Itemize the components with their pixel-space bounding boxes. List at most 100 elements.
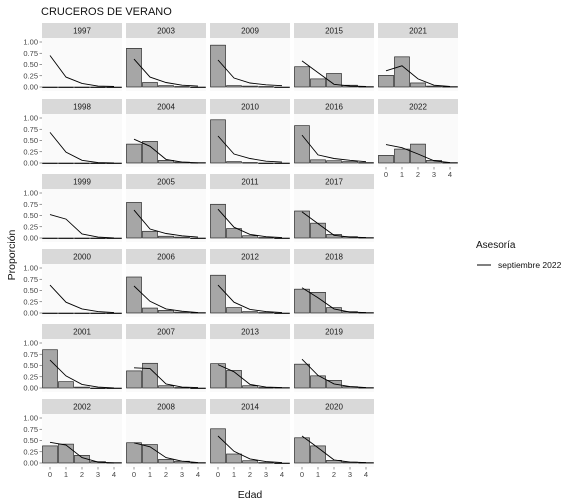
- facet-panel-2010: 2010: [210, 99, 290, 167]
- bar-age-1: [394, 148, 410, 164]
- assessment-line: [49, 132, 115, 164]
- panel-background: [42, 189, 122, 242]
- strip-background: [42, 99, 122, 114]
- x-tick-label: 2: [164, 470, 168, 479]
- strip-background: [42, 174, 122, 189]
- chart-title: CRUCEROS DE VERANO: [41, 6, 172, 18]
- assessment-line: [217, 59, 283, 87]
- x-tick-label: 4: [196, 470, 200, 479]
- bar-age-2: [158, 85, 174, 88]
- bar-age-0: [210, 203, 226, 239]
- bar-age-1: [58, 162, 74, 164]
- x-tick-label: 0: [132, 470, 136, 479]
- bar-age-2: [158, 459, 174, 464]
- strip-label: 1999: [73, 178, 91, 187]
- bar-age-1: [142, 362, 158, 389]
- y-tick-label: 0.25: [23, 71, 38, 80]
- bar-age-3: [174, 86, 190, 88]
- strip-background: [210, 249, 290, 264]
- facet-panel-2014: 2014 0 1 2 3 4: [210, 399, 290, 479]
- x-tick-label: 4: [448, 170, 452, 179]
- bar-age-0: [42, 162, 58, 164]
- facet-panel-2022: 2022 0 1 2 3 4: [378, 99, 458, 179]
- strip-background: [126, 249, 206, 264]
- strip-background: [210, 23, 290, 38]
- bar-age-3: [90, 312, 106, 314]
- assessment-line: [217, 208, 283, 239]
- facet-panel-2000: 2000 0.00 0.25 0.50 0.75 1.00: [23, 249, 122, 318]
- bar-age-1: [226, 85, 242, 88]
- y-tick-label: 0.50: [23, 211, 38, 220]
- assessment-line: [217, 135, 283, 163]
- strip-label: 2021: [409, 27, 427, 36]
- strip-label: 2017: [325, 178, 343, 187]
- bar-age-2: [242, 162, 258, 164]
- assessment-line: [49, 284, 115, 314]
- x-tick-label: 3: [264, 470, 268, 479]
- bar-age-2: [326, 73, 342, 88]
- facet-panel-2007: 2007: [126, 324, 206, 392]
- strip-background: [126, 99, 206, 114]
- bar-age-2: [158, 160, 174, 164]
- y-tick-label: 0.75: [23, 200, 38, 209]
- assessment-line: [385, 65, 451, 87]
- y-tick-label: 0.75: [23, 350, 38, 359]
- y-tick-label: 0.00: [23, 309, 38, 318]
- bar-age-3: [90, 387, 106, 389]
- facet-panel-2005: 2005: [126, 174, 206, 242]
- assessment-line: [301, 287, 367, 314]
- bar-age-0: [294, 210, 310, 239]
- x-tick-label: 1: [232, 470, 236, 479]
- bar-age-1: [226, 228, 242, 239]
- bar-age-2: [242, 235, 258, 239]
- facet-panel-2009: 2009: [210, 23, 290, 91]
- strip-background: [294, 23, 374, 38]
- y-tick-label: 1.00: [23, 114, 38, 123]
- y-tick-label: 1.00: [23, 264, 38, 273]
- bar-age-2: [74, 312, 90, 314]
- assessment-line: [301, 134, 367, 163]
- bar-age-4: [442, 86, 458, 88]
- bar-age-4: [274, 162, 290, 164]
- bar-age-1: [226, 307, 242, 314]
- y-tick-label: 0.25: [23, 222, 38, 231]
- strip-background: [294, 174, 374, 189]
- y-tick-label: 0.25: [23, 372, 38, 381]
- y-tick-label: 0.25: [23, 297, 38, 306]
- bar-age-1: [58, 312, 74, 314]
- strip-label: 2001: [73, 328, 91, 337]
- bar-age-0: [294, 125, 310, 164]
- bar-age-1: [310, 291, 326, 314]
- bar-age-4: [190, 312, 206, 314]
- bar-age-4: [274, 312, 290, 314]
- bar-age-0: [42, 349, 58, 389]
- bar-age-4: [190, 462, 206, 464]
- bar-age-3: [90, 237, 106, 239]
- y-tick-label: 0.50: [23, 286, 38, 295]
- x-tick-label: 2: [416, 170, 420, 179]
- bar-age-0: [378, 75, 394, 88]
- y-tick-label: 0.75: [23, 49, 38, 58]
- bar-age-0: [126, 143, 142, 164]
- x-tick-label: 2: [248, 470, 252, 479]
- bar-age-3: [174, 236, 190, 239]
- bar-age-4: [190, 387, 206, 389]
- x-tick-label: 4: [364, 470, 368, 479]
- strip-label: 2015: [325, 27, 343, 36]
- bar-age-3: [174, 311, 190, 314]
- bar-age-4: [190, 237, 206, 239]
- bar-age-4: [190, 86, 206, 88]
- bar-age-0: [294, 66, 310, 88]
- bar-age-2: [410, 82, 426, 88]
- strip-label: 2016: [325, 103, 343, 112]
- strip-background: [210, 324, 290, 339]
- bar-age-1: [142, 230, 158, 239]
- assessment-line: [133, 58, 199, 87]
- assessment-line: [49, 55, 115, 87]
- strip-label: 2007: [157, 328, 175, 337]
- y-axis-title: Proporción: [6, 229, 18, 280]
- bar-age-3: [258, 162, 274, 164]
- assessment-line: [217, 435, 283, 464]
- strip-label: 2010: [241, 103, 259, 112]
- bar-age-4: [106, 312, 122, 314]
